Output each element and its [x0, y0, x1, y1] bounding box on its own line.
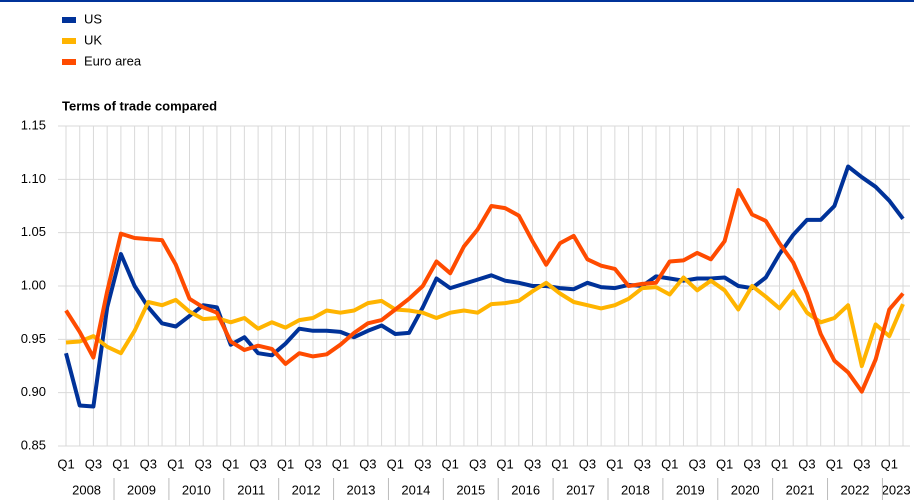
year-label: 2009: [127, 482, 156, 497]
x-tick-label: Q3: [469, 456, 486, 471]
x-tick-label: Q1: [222, 456, 239, 471]
x-tick-label: Q3: [85, 456, 102, 471]
x-tick-label: Q1: [826, 456, 843, 471]
year-label: 2021: [786, 482, 815, 497]
year-label: 2010: [182, 482, 211, 497]
x-tick-label: Q3: [195, 456, 212, 471]
year-label: 2013: [347, 482, 376, 497]
y-tick-label: 0.85: [21, 437, 46, 452]
x-tick-label: Q1: [496, 456, 513, 471]
x-tick-label: Q3: [524, 456, 541, 471]
legend-label: US: [84, 11, 102, 26]
y-tick-label: 1.10: [21, 171, 46, 186]
series-line: [65, 275, 905, 368]
x-tick-label: Q3: [579, 456, 596, 471]
x-tick-label: Q1: [167, 456, 184, 471]
x-tick-label: Q3: [249, 456, 266, 471]
y-tick-label: 1.05: [21, 224, 46, 239]
legend-swatch: [62, 38, 76, 44]
x-tick-label: Q3: [359, 456, 376, 471]
legend-swatch: [62, 17, 76, 23]
legend-label: UK: [84, 32, 102, 47]
chart-title: Terms of trade compared: [62, 98, 217, 113]
x-tick-label: Q1: [332, 456, 349, 471]
year-label: 2020: [731, 482, 760, 497]
x-tick-label: Q3: [798, 456, 815, 471]
year-label: 2023: [882, 482, 911, 497]
y-tick-label: 0.95: [21, 331, 46, 346]
year-label: 2015: [456, 482, 485, 497]
x-tick-label: Q3: [689, 456, 706, 471]
y-tick-label: 1.00: [21, 277, 46, 292]
x-tick-label: Q3: [743, 456, 760, 471]
x-tick-label: Q1: [112, 456, 129, 471]
legend-swatch: [62, 59, 76, 65]
x-tick-label: Q1: [277, 456, 294, 471]
x-tick-label: Q1: [57, 456, 74, 471]
year-label: 2018: [621, 482, 650, 497]
x-tick-label: Q1: [716, 456, 733, 471]
x-tick-label: Q1: [442, 456, 459, 471]
year-label: 2012: [292, 482, 321, 497]
x-tick-label: Q1: [606, 456, 623, 471]
series-line: [64, 188, 905, 394]
x-tick-label: Q1: [771, 456, 788, 471]
x-tick-label: Q1: [551, 456, 568, 471]
x-tick-label: Q3: [634, 456, 651, 471]
x-tick-label: Q3: [853, 456, 870, 471]
year-label: 2008: [72, 482, 101, 497]
y-tick-label: 1.15: [21, 117, 46, 132]
y-tick-label: 0.90: [21, 384, 46, 399]
year-label: 2011: [237, 482, 265, 497]
legend-label: Euro area: [84, 53, 142, 68]
year-label: 2017: [566, 482, 595, 497]
x-tick-label: Q3: [304, 456, 321, 471]
year-label: 2022: [841, 482, 870, 497]
x-tick-label: Q1: [387, 456, 404, 471]
year-label: 2016: [511, 482, 540, 497]
series-line: [64, 164, 905, 409]
year-label: 2014: [401, 482, 430, 497]
x-tick-label: Q3: [140, 456, 157, 471]
x-tick-label: Q1: [881, 456, 898, 471]
x-tick-label: Q3: [414, 456, 431, 471]
year-label: 2019: [676, 482, 705, 497]
x-tick-label: Q1: [661, 456, 678, 471]
